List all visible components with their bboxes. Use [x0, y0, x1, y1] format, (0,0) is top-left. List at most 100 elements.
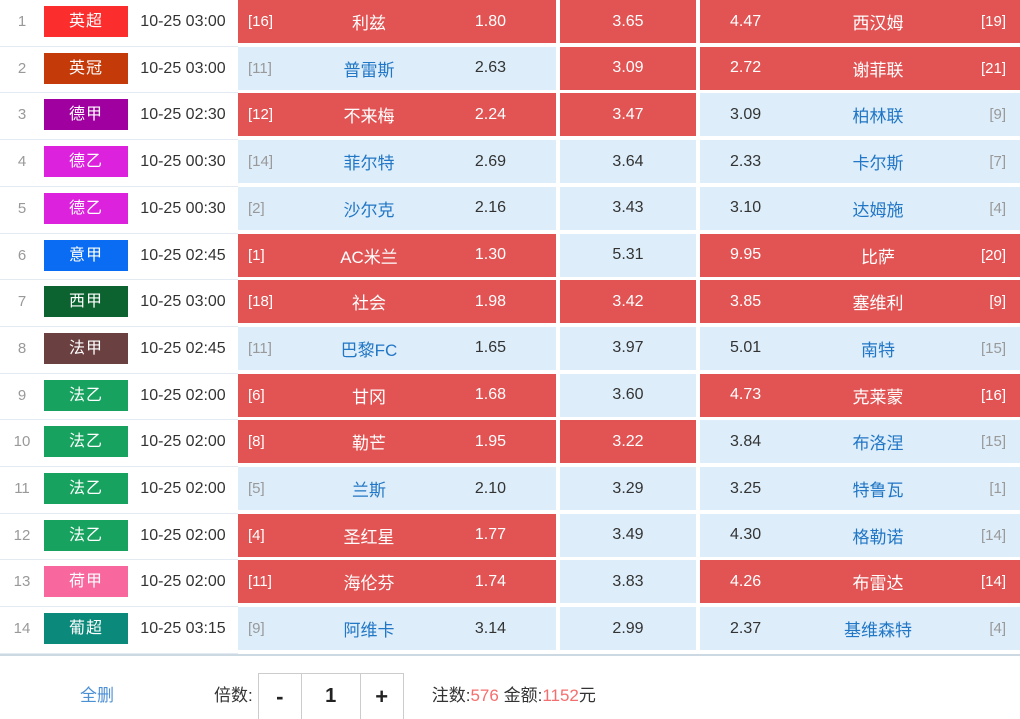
away-odds: 3.85: [730, 292, 762, 310]
match-row: 6 意甲 10-25 02:45 [1] AC米兰 1.30 5.31 9.95…: [0, 233, 1020, 281]
home-rank: [4]: [248, 526, 265, 544]
away-win-cell[interactable]: 2.33 卡尔斯 [7]: [700, 140, 1020, 184]
home-win-cell[interactable]: [8] 勒芒 1.95: [238, 420, 556, 464]
home-team: 海伦芬: [343, 574, 395, 594]
home-win-cell[interactable]: [16] 利兹 1.80: [238, 0, 556, 43]
draw-cell[interactable]: 3.42: [560, 280, 696, 324]
away-win-cell[interactable]: 4.73 克莱蒙 [16]: [700, 373, 1020, 417]
away-rank: [14]: [980, 573, 1006, 591]
away-win-cell[interactable]: 9.95 比萨 [20]: [700, 233, 1020, 277]
league-badge: 法乙: [44, 426, 128, 458]
draw-cell[interactable]: 3.43: [560, 186, 696, 230]
draw-cell[interactable]: 3.97: [560, 326, 696, 370]
away-odds: 4.26: [730, 572, 762, 590]
away-win-cell[interactable]: 4.47 西汉姆 [19]: [700, 0, 1020, 43]
draw-odds: 3.43: [612, 199, 644, 217]
league-badge: 荷甲: [44, 566, 128, 598]
draw-cell[interactable]: 3.47: [560, 93, 696, 137]
away-win-cell[interactable]: 3.84 布洛涅 [15]: [700, 420, 1020, 464]
home-odds: 1.95: [474, 432, 506, 450]
increase-multiplier-button[interactable]: +: [359, 673, 403, 719]
away-team: 布雷达: [852, 574, 904, 594]
away-rank: [15]: [980, 339, 1006, 357]
delete-all-link[interactable]: 全删: [80, 685, 114, 705]
home-odds: 3.14: [474, 619, 506, 637]
away-win-cell[interactable]: 3.85 塞维利 [9]: [700, 280, 1020, 324]
away-win-cell[interactable]: 3.25 特鲁瓦 [1]: [700, 467, 1020, 511]
home-win-cell[interactable]: [5] 兰斯 2.10: [238, 467, 556, 511]
home-win-cell[interactable]: [11] 巴黎FC 1.65: [238, 326, 556, 370]
match-time: 10-25 03:00: [140, 13, 226, 30]
away-odds: 3.10: [730, 199, 762, 217]
away-odds: 2.33: [730, 152, 762, 170]
draw-odds: 3.29: [612, 479, 644, 497]
home-win-cell[interactable]: [9] 阿维卡 3.14: [238, 607, 556, 651]
away-team: 布洛涅: [852, 434, 904, 454]
away-win-cell[interactable]: 4.30 格勒诺 [14]: [700, 513, 1020, 557]
away-rank: [4]: [989, 199, 1006, 217]
home-win-cell[interactable]: [2] 沙尔克 2.16: [238, 186, 556, 230]
home-win-cell[interactable]: [18] 社会 1.98: [238, 280, 556, 324]
draw-cell[interactable]: 3.65: [560, 0, 696, 43]
home-rank: [12]: [248, 106, 274, 124]
home-win-cell[interactable]: [4] 圣红星 1.77: [238, 513, 556, 557]
row-number: 2: [17, 59, 27, 77]
away-odds: 9.95: [730, 246, 762, 264]
home-odds: 1.65: [474, 339, 506, 357]
league-badge-column: 法乙: [44, 467, 128, 510]
row-number: 13: [13, 573, 31, 591]
away-win-cell[interactable]: 3.09 柏林联 [9]: [700, 93, 1020, 137]
league-badge-column: 葡超: [44, 607, 128, 650]
row-number: 5: [17, 199, 27, 217]
draw-cell[interactable]: 3.22: [560, 420, 696, 464]
match-time: 10-25 03:15: [140, 620, 226, 638]
home-win-cell[interactable]: [14] 菲尔特 2.69: [238, 140, 556, 184]
decrease-multiplier-button[interactable]: -: [259, 673, 302, 719]
home-team: 利兹: [352, 14, 386, 33]
home-rank: [11]: [248, 339, 272, 357]
match-row: 4 德乙 10-25 00:30 [14] 菲尔特 2.69 3.64 2.33…: [0, 140, 1020, 187]
away-team: 谢菲联: [852, 60, 904, 80]
match-row: 1 英超 10-25 03:00 [16] 利兹 1.80 3.65 4.47 …: [0, 0, 1020, 47]
match-time: 10-25 02:00: [140, 386, 226, 404]
home-win-cell[interactable]: [12] 不来梅 2.24: [238, 93, 556, 137]
league-badge: 德甲: [44, 99, 128, 131]
row-number: 8: [17, 339, 27, 357]
draw-cell[interactable]: 5.31: [560, 233, 696, 277]
draw-cell[interactable]: 3.09: [560, 46, 696, 90]
multiplier-stepper: - 1 +: [257, 672, 404, 719]
league-badge: 西甲: [44, 286, 128, 318]
league-badge-column: 德乙: [44, 140, 128, 183]
home-win-cell[interactable]: [11] 海伦芬 1.74: [238, 560, 556, 604]
row-number: 4: [17, 153, 27, 171]
away-win-cell[interactable]: 3.10 达姆施 [4]: [700, 186, 1020, 230]
draw-cell[interactable]: 3.60: [560, 373, 696, 417]
match-table: 1 英超 10-25 03:00 [16] 利兹 1.80 3.65 4.47 …: [0, 0, 1020, 654]
home-team: 社会: [352, 294, 386, 314]
bets-label: 注数:: [431, 685, 471, 705]
away-win-cell[interactable]: 2.37 基维森特 [4]: [700, 607, 1020, 651]
away-win-cell[interactable]: 2.72 谢菲联 [21]: [700, 46, 1020, 90]
home-win-cell[interactable]: [6] 甘冈 1.68: [238, 373, 556, 417]
draw-cell[interactable]: 3.64: [560, 140, 696, 184]
away-win-cell[interactable]: 5.01 南特 [15]: [700, 326, 1020, 370]
league-badge-column: 英冠: [44, 47, 128, 90]
away-team: 特鲁瓦: [852, 481, 904, 501]
multiplier-label: 倍数:: [214, 685, 253, 705]
match-time: 10-25 02:00: [140, 526, 226, 544]
home-win-cell[interactable]: [1] AC米兰 1.30: [238, 233, 556, 277]
home-odds: 2.24: [474, 105, 506, 123]
away-team: 柏林联: [852, 107, 904, 127]
away-team: 基维森特: [844, 621, 912, 641]
home-win-cell[interactable]: [11] 普雷斯 2.63: [238, 46, 556, 90]
draw-cell[interactable]: 3.29: [560, 467, 696, 511]
row-number: 6: [17, 246, 27, 264]
away-odds: 4.73: [730, 386, 762, 404]
away-win-cell[interactable]: 4.26 布雷达 [14]: [700, 560, 1020, 604]
draw-cell[interactable]: 3.83: [560, 560, 696, 604]
draw-cell[interactable]: 3.49: [560, 513, 696, 557]
home-team: 巴黎FC: [340, 340, 398, 360]
league-badge-column: 英超: [44, 0, 128, 43]
multiplier-value[interactable]: 1: [325, 684, 337, 707]
draw-cell[interactable]: 2.99: [560, 607, 696, 651]
